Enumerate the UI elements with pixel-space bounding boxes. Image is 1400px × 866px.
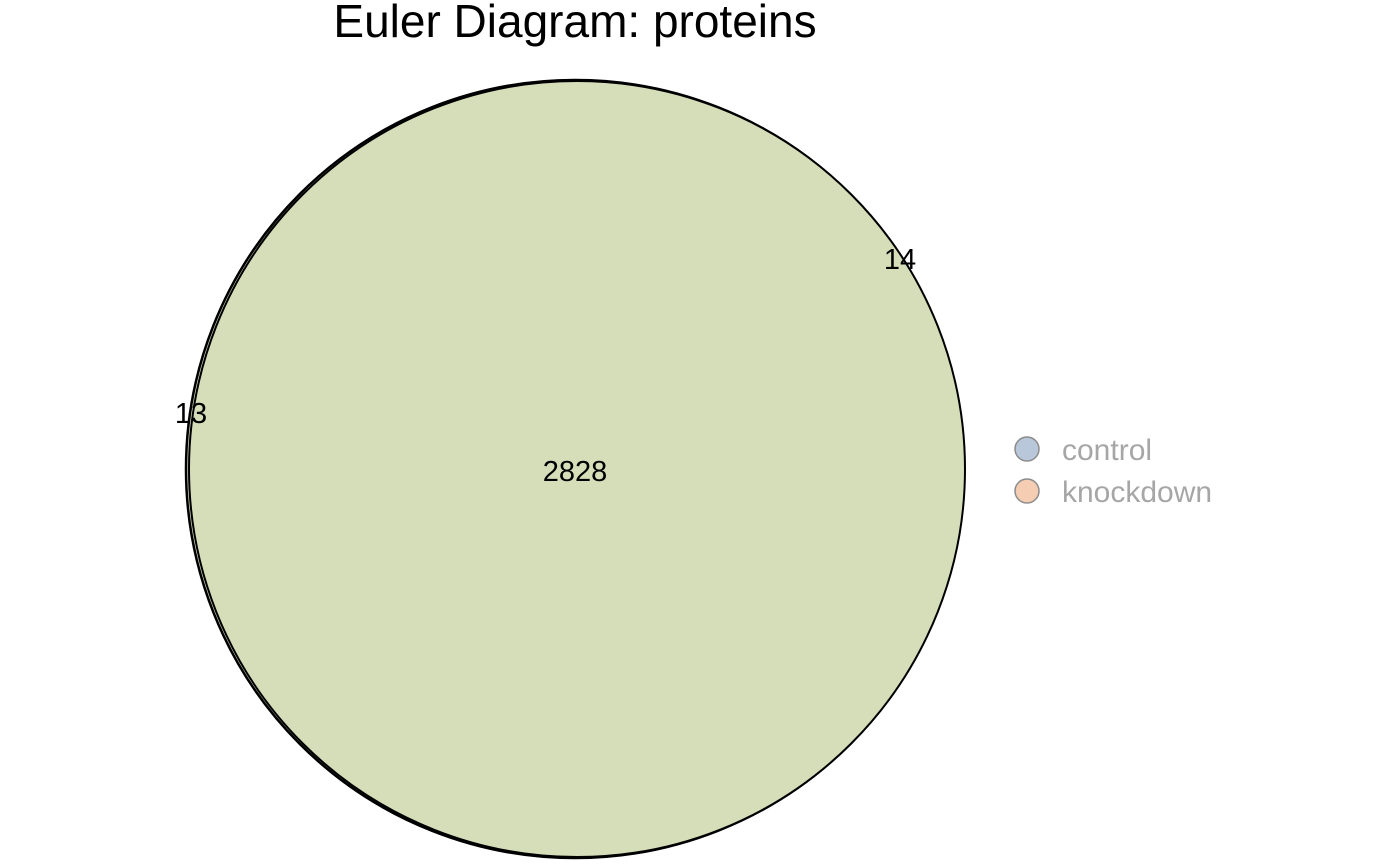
knockdown-only-count: 14: [884, 244, 916, 276]
legend-label-knockdown: knockdown: [1062, 476, 1212, 509]
legend: control knockdown: [1014, 434, 1212, 509]
legend-swatch-control: [1014, 436, 1040, 462]
knockdown-set-circle: [188, 80, 966, 858]
control-only-count: 13: [175, 398, 207, 430]
legend-swatch-knockdown: [1014, 478, 1040, 504]
legend-label-control: control: [1062, 434, 1152, 467]
diagram-title: Euler Diagram: proteins: [333, 0, 816, 47]
intersection-count: 2828: [543, 456, 608, 488]
